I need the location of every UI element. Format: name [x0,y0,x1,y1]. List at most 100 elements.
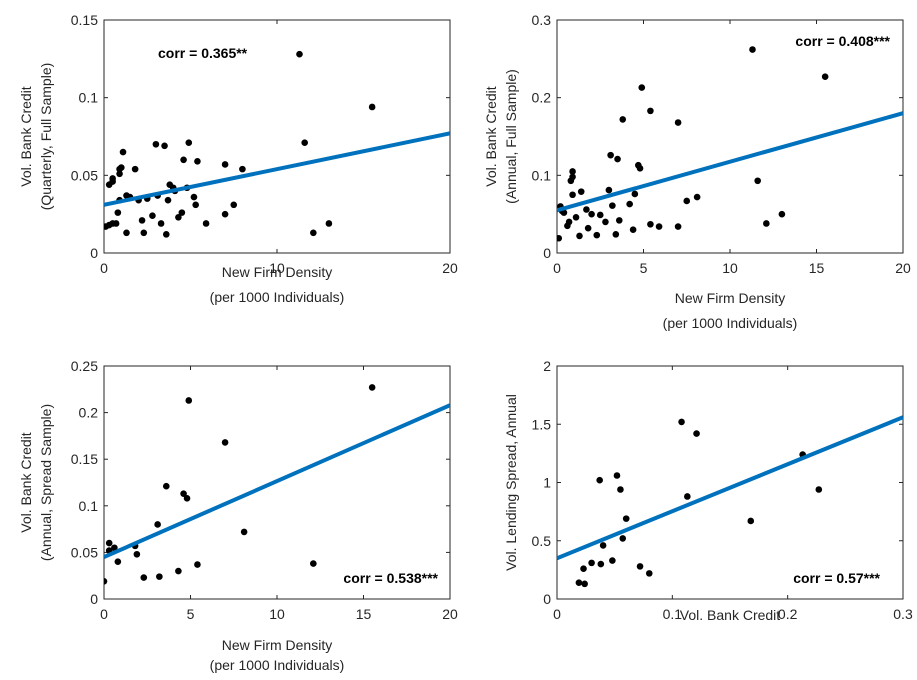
data-point [613,472,621,479]
data-point [678,418,685,426]
x-axis-label: Vol. Bank Credit [680,607,780,623]
x-tick-label: 0 [553,260,561,276]
y-axis-label: (Annual, Full Sample) [503,69,519,204]
x-tick-label: 15 [356,606,372,622]
data-point [596,476,603,484]
data-point [622,515,630,522]
data-point [575,579,583,586]
data-point [368,103,376,111]
x-axis-label: New Firm Density [222,637,332,653]
y-tick-label: 0.2 [79,405,99,421]
data-point [580,565,587,573]
data-point [140,229,148,237]
x-tick-label: 0 [100,606,108,622]
data-point [693,430,700,437]
data-point [626,200,633,208]
data-point [645,570,653,577]
data-point [221,161,229,168]
x-axis-label: (per 1000 Individuals) [663,315,798,331]
x-tick-label: 0.1 [663,606,683,622]
chart-panel-2: 0 5 10 15 20 0 0.1 0.2 0.3 corr = 0.408*** New Fir… [483,12,911,331]
y-tick-label: 0 [90,245,98,261]
y-axis-label: Vol. Bank Credit [18,432,34,532]
data-point [647,220,654,228]
data-point [140,574,148,581]
data-point [615,217,623,224]
data-point [749,46,756,53]
data-point [747,517,755,525]
data-point [133,550,141,558]
data-point [114,558,122,566]
x-tick-label: 20 [895,260,911,276]
data-point [597,560,605,568]
fit-line [104,131,450,207]
data-point [180,490,187,497]
y-axis-label: Vol. Bank Credit [483,86,499,186]
data-point [221,210,229,218]
data-point [123,229,130,237]
axes-box [103,19,451,254]
data-point [614,155,621,163]
x-tick-label: 0 [553,606,561,622]
correlation-annotation: corr = 0.538*** [343,570,438,586]
data-point [815,486,823,493]
x-axis-label: New Firm Density [222,264,332,280]
data-point [194,158,201,165]
y-tick-label: 0 [543,591,551,607]
y-tick-label: 0.3 [532,12,552,28]
y-tick-label: 0.1 [79,498,99,514]
data-point [572,213,580,221]
data-point [581,580,588,588]
fit-line [104,403,450,559]
x-tick-label: 0 [100,260,108,276]
x-tick-label: 10 [269,606,285,622]
data-point [162,231,170,238]
data-points [104,384,376,585]
data-point [693,193,701,201]
data-point [310,229,317,237]
y-tick-label: 0.15 [71,451,98,467]
data-point [185,139,193,147]
data-point [609,202,616,209]
y-tick-label: 0.1 [532,167,552,183]
x-tick-label: 0.3 [893,606,913,622]
data-point [202,220,210,227]
y-axis-label: (Quarterly, Full Sample) [38,63,54,211]
data-point [109,175,116,182]
data-point [557,234,563,242]
data-point [310,560,317,567]
y-tick-label: 0.25 [71,358,98,374]
data-point [577,188,585,195]
data-point [111,544,118,552]
data-point [588,210,595,218]
data-point [154,521,161,528]
data-point [178,209,186,216]
data-point [164,196,172,204]
data-points [557,46,829,242]
data-point [116,170,123,178]
x-tick-label: 10 [722,260,738,276]
axes-box [556,365,904,600]
data-point [221,439,229,446]
y-axis-label: Vol. Bank Credit [18,86,34,186]
x-tick-label: 10 [269,260,285,276]
y-tick-label: 1 [543,475,551,491]
data-point [185,397,193,404]
data-point [175,213,182,221]
data-point [138,217,146,224]
correlation-annotation: corr = 0.365** [158,45,248,61]
data-point [584,224,592,232]
x-axis-label: (per 1000 Individuals) [210,657,345,673]
data-point [631,190,639,198]
axes-box [556,19,904,254]
data-point [619,535,627,542]
data-points [575,418,823,588]
data-point [684,493,691,500]
y-tick-label: 2 [543,358,551,374]
data-point [569,191,576,199]
data-point [609,557,616,564]
data-point [588,559,595,567]
data-point [674,119,682,126]
y-axis-label: Vol. Lending Spread, Annual [503,394,519,571]
